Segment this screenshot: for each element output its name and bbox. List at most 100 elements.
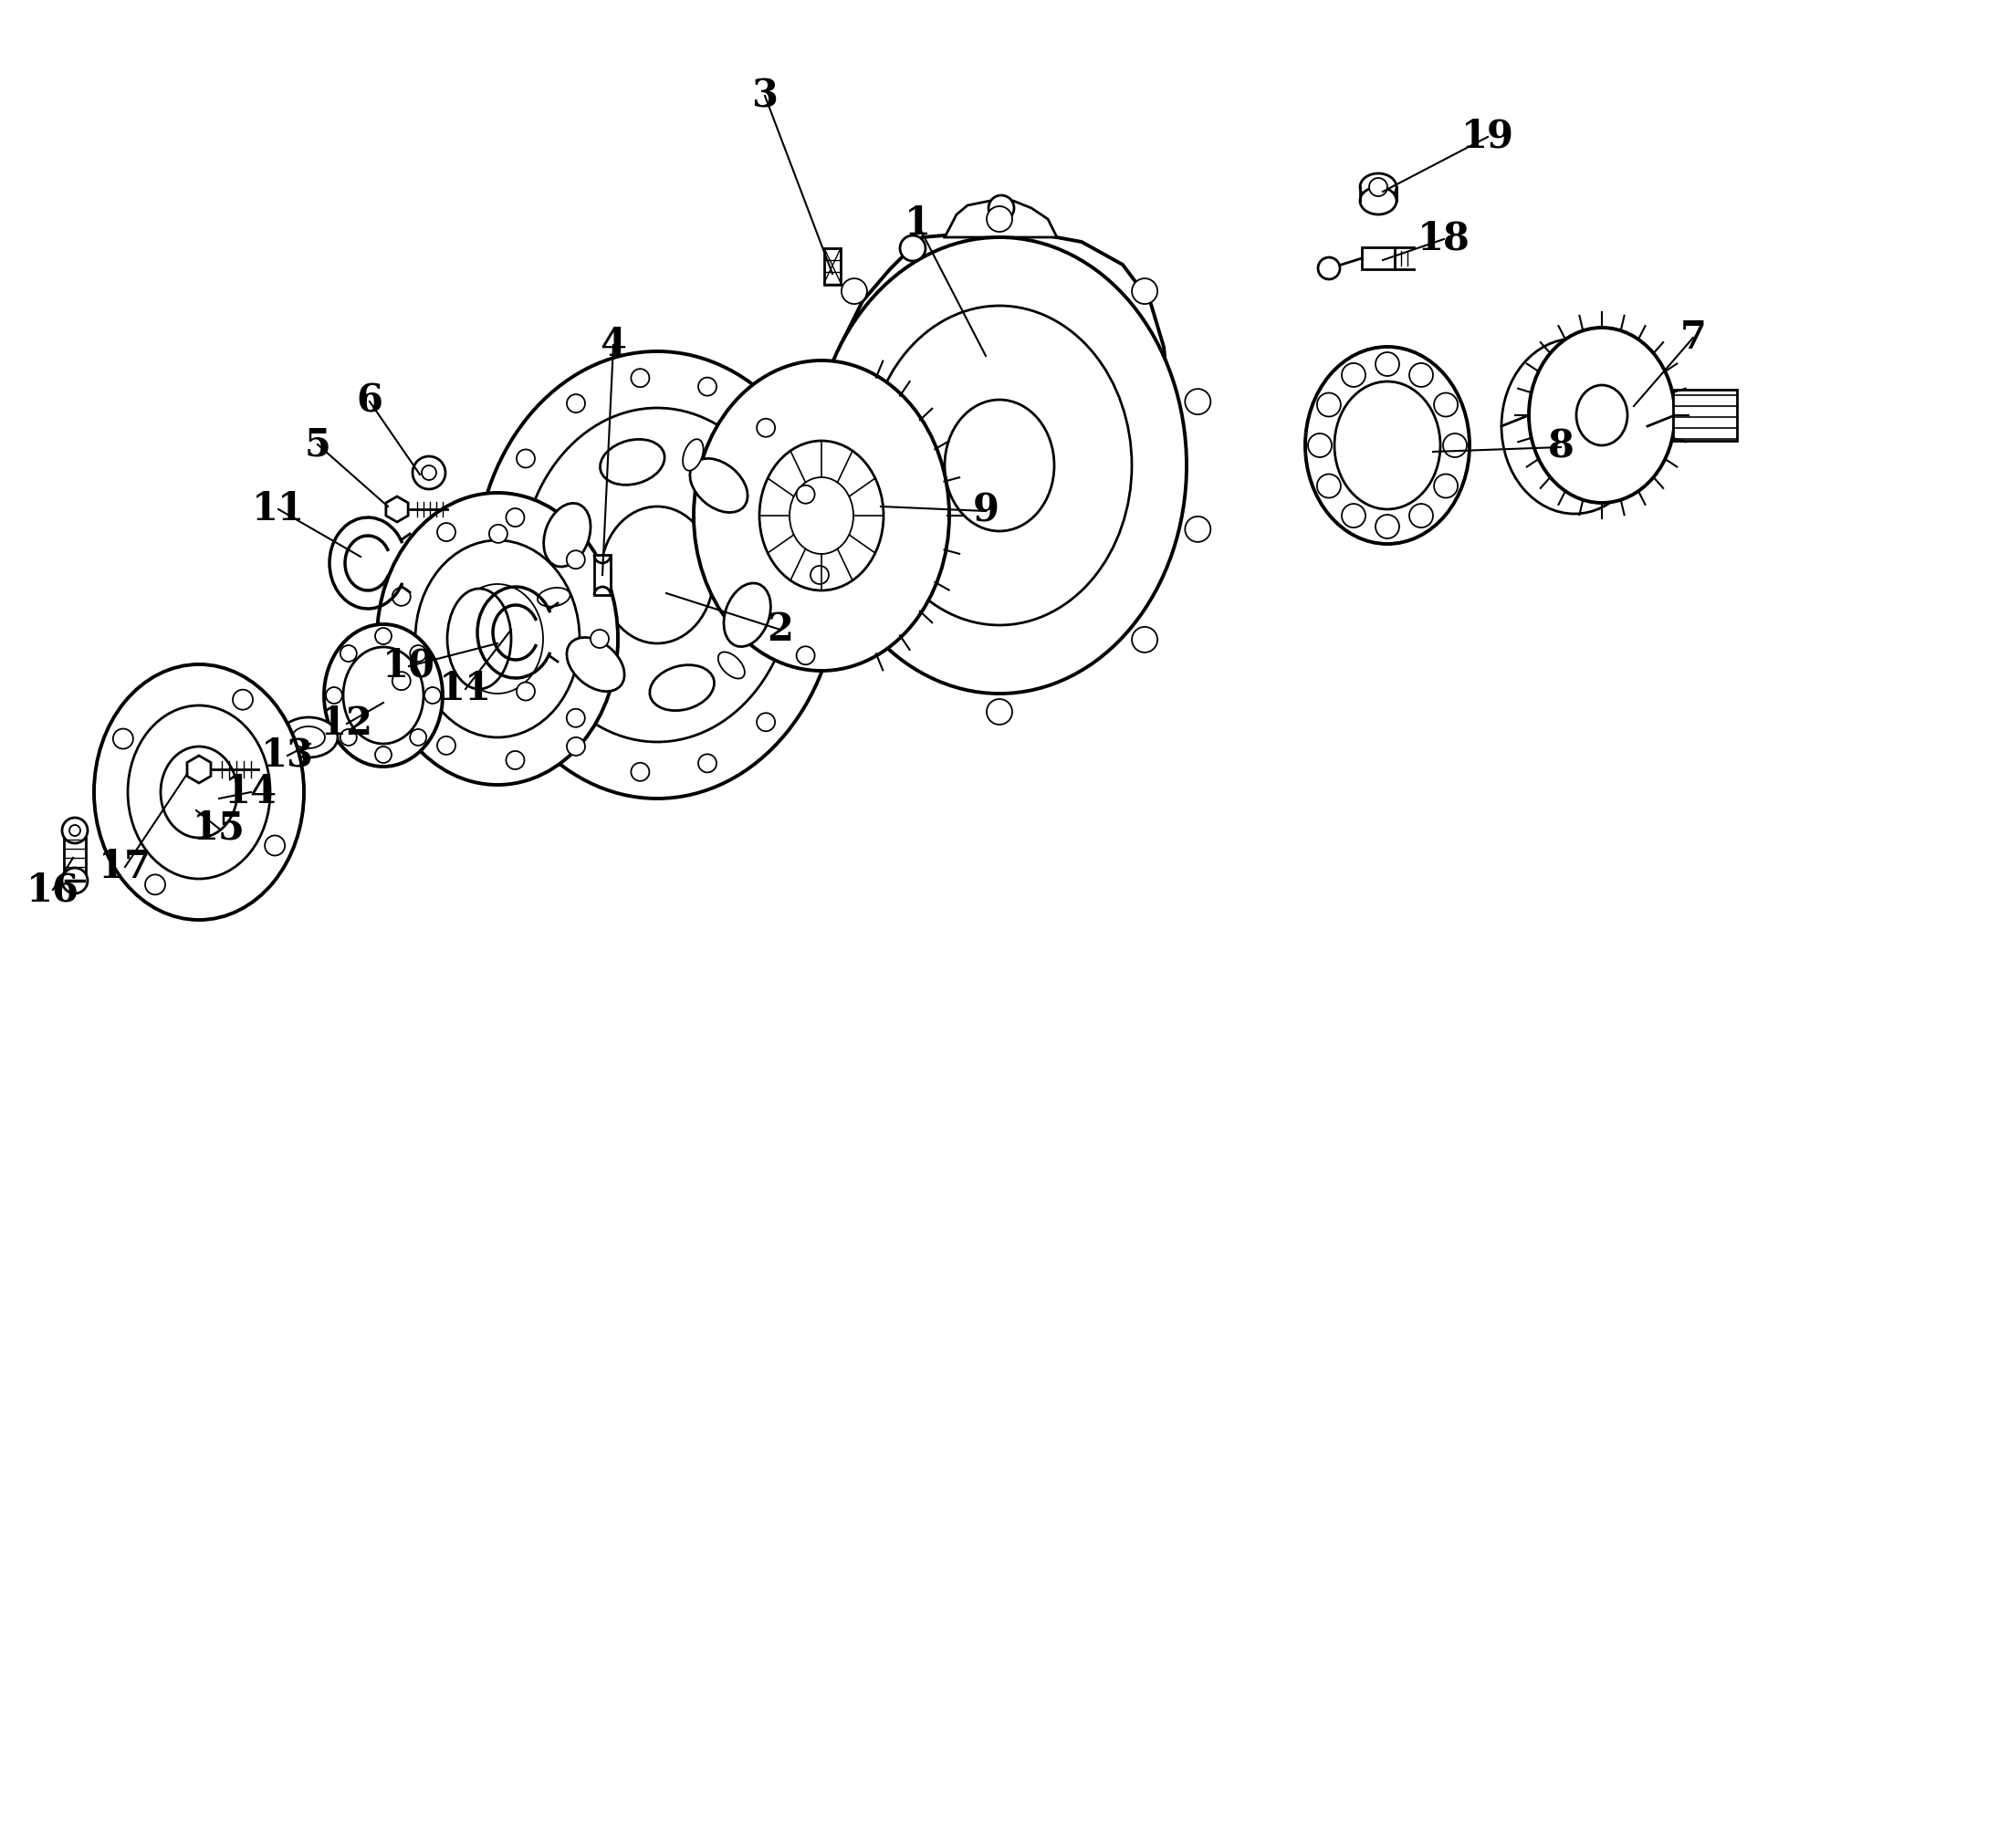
Text: 11: 11 (440, 669, 492, 708)
Ellipse shape (416, 540, 579, 737)
Circle shape (1435, 475, 1459, 497)
Text: 14: 14 (224, 772, 278, 811)
Circle shape (392, 673, 410, 689)
Ellipse shape (693, 360, 949, 671)
Circle shape (438, 736, 456, 754)
Ellipse shape (452, 584, 543, 693)
Circle shape (987, 699, 1013, 724)
Text: 4: 4 (599, 325, 627, 364)
Ellipse shape (94, 665, 304, 920)
Text: 13: 13 (262, 737, 314, 774)
Circle shape (232, 689, 254, 710)
Ellipse shape (599, 440, 665, 484)
Circle shape (1409, 364, 1433, 386)
Ellipse shape (1361, 174, 1397, 201)
Ellipse shape (476, 351, 839, 798)
Circle shape (410, 645, 426, 662)
Circle shape (1319, 257, 1341, 279)
Circle shape (114, 728, 134, 748)
Circle shape (1185, 388, 1211, 414)
Ellipse shape (649, 665, 713, 711)
Text: 16: 16 (26, 870, 80, 909)
Circle shape (376, 628, 392, 645)
Circle shape (567, 737, 585, 756)
Text: 6: 6 (356, 383, 384, 421)
Circle shape (1369, 177, 1387, 196)
Circle shape (697, 754, 717, 772)
Ellipse shape (280, 717, 338, 758)
Text: 3: 3 (751, 76, 777, 115)
Polygon shape (945, 201, 1057, 237)
Ellipse shape (567, 638, 625, 691)
Bar (593, 554, 611, 595)
Polygon shape (825, 233, 1169, 643)
Circle shape (789, 516, 813, 541)
Ellipse shape (128, 706, 270, 880)
Polygon shape (188, 756, 212, 784)
Bar (1363, 248, 1395, 270)
Circle shape (631, 370, 649, 386)
Ellipse shape (789, 477, 853, 554)
Circle shape (697, 377, 717, 395)
Ellipse shape (1500, 338, 1648, 514)
Circle shape (438, 523, 456, 541)
Circle shape (505, 750, 523, 769)
Bar (64, 835, 86, 881)
Circle shape (1309, 434, 1333, 456)
Text: 2: 2 (767, 610, 793, 649)
Circle shape (490, 606, 507, 625)
Circle shape (841, 626, 867, 652)
Ellipse shape (292, 726, 326, 748)
Circle shape (505, 508, 523, 527)
Circle shape (1409, 505, 1433, 527)
Circle shape (266, 835, 286, 856)
Text: 8: 8 (1548, 429, 1574, 466)
Ellipse shape (813, 237, 1187, 693)
Circle shape (1317, 475, 1341, 497)
Circle shape (989, 196, 1015, 222)
Circle shape (1375, 516, 1399, 538)
Circle shape (1443, 434, 1467, 456)
Text: 19: 19 (1461, 118, 1514, 155)
Circle shape (841, 279, 867, 303)
Circle shape (789, 388, 813, 414)
Ellipse shape (759, 442, 883, 591)
Circle shape (797, 647, 815, 665)
Circle shape (797, 486, 815, 503)
Ellipse shape (448, 590, 511, 689)
Circle shape (340, 730, 358, 745)
Circle shape (567, 551, 585, 569)
Text: 5: 5 (304, 425, 332, 464)
Ellipse shape (945, 399, 1055, 530)
Text: 12: 12 (320, 704, 374, 743)
Text: 7: 7 (1680, 318, 1706, 357)
Circle shape (987, 207, 1013, 231)
Circle shape (567, 394, 585, 412)
Ellipse shape (537, 588, 569, 606)
Text: 17: 17 (98, 848, 152, 887)
Text: 11: 11 (252, 490, 306, 529)
Circle shape (1133, 626, 1157, 652)
Circle shape (1317, 394, 1341, 416)
Circle shape (340, 645, 358, 662)
Ellipse shape (1576, 384, 1628, 445)
Circle shape (1133, 279, 1157, 303)
Ellipse shape (344, 647, 424, 743)
Text: 18: 18 (1417, 220, 1471, 259)
Circle shape (412, 456, 446, 490)
Circle shape (490, 525, 507, 543)
Circle shape (422, 466, 436, 480)
Ellipse shape (324, 625, 444, 767)
Polygon shape (386, 497, 408, 521)
Circle shape (517, 449, 535, 468)
Ellipse shape (1305, 347, 1469, 543)
Circle shape (899, 235, 925, 261)
Circle shape (424, 687, 442, 704)
Circle shape (1343, 505, 1365, 527)
Ellipse shape (543, 503, 591, 567)
Circle shape (62, 869, 88, 893)
Circle shape (146, 874, 166, 894)
Ellipse shape (1528, 327, 1674, 503)
Ellipse shape (689, 458, 747, 512)
Circle shape (1435, 394, 1459, 416)
